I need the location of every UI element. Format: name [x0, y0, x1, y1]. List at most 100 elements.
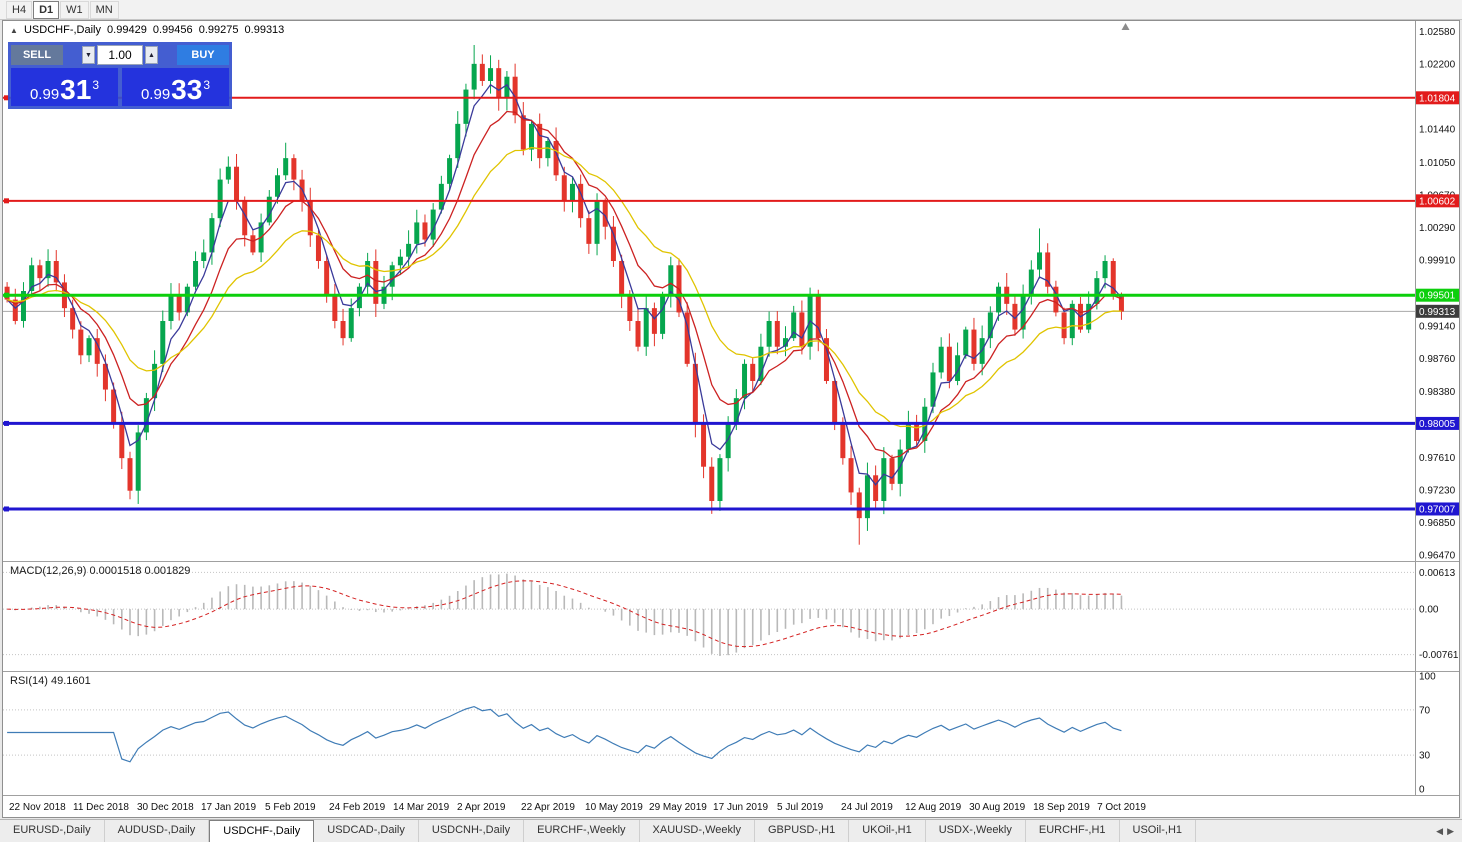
- price-level-label: 0.99501: [1419, 291, 1456, 302]
- date-label: 30 Dec 2018: [137, 802, 194, 813]
- moving-averages-layer: [6, 83, 1122, 486]
- price-chart-svg[interactable]: 1.025801.022001.014401.010501.006701.002…: [3, 21, 1459, 817]
- chart-window: 1.025801.022001.014401.010501.006701.002…: [2, 20, 1460, 818]
- chart-ohlc-header: ▲ USDCHF-,Daily 0.99429 0.99456 0.99275 …: [10, 24, 287, 36]
- pane-separators[interactable]: [3, 561, 1459, 796]
- svg-text:70: 70: [1419, 705, 1431, 716]
- chart-tab-audusd-daily[interactable]: AUDUSD-,Daily: [105, 820, 210, 842]
- price-levels-layer[interactable]: [3, 95, 1415, 512]
- timeframe-h4-button[interactable]: H4: [6, 0, 33, 19]
- sell-price-point: 3: [92, 78, 100, 92]
- svg-text:0.99910: 0.99910: [1419, 256, 1456, 267]
- chart-tab-usoil-h1[interactable]: USOil-,H1: [1120, 820, 1197, 842]
- svg-text:0.96470: 0.96470: [1419, 551, 1456, 562]
- volume-decrease-button[interactable]: ▼: [82, 46, 95, 64]
- chart-tab-ukoil-h1[interactable]: UKOil-,H1: [849, 820, 926, 842]
- date-label: 17 Jun 2019: [713, 802, 768, 813]
- chart-tabs-list: EURUSD-,Daily AUDUSD-,Daily USDCHF-,Daily U…: [0, 820, 1197, 842]
- svg-text:1.01440: 1.01440: [1419, 125, 1456, 136]
- svg-text:0: 0: [1419, 785, 1425, 796]
- svg-text:0.00613: 0.00613: [1419, 568, 1456, 579]
- price-scale[interactable]: 1.025801.022001.014401.010501.006701.002…: [1415, 21, 1459, 796]
- timeframe-toolbar: H4 D1 W1 MN: [0, 0, 1462, 20]
- chart-tab-eurchf-weekly[interactable]: EURCHF-,Weekly: [524, 820, 640, 842]
- price-level-label: 1.01804: [1419, 93, 1456, 104]
- macd-name: MACD(12,26,9): [10, 565, 87, 577]
- date-label: 18 Sep 2019: [1033, 802, 1090, 813]
- ohlc-close: 0.99313: [244, 24, 285, 36]
- date-label: 14 Mar 2019: [393, 802, 450, 813]
- date-label: 5 Jul 2019: [777, 802, 824, 813]
- date-label: 22 Apr 2019: [521, 802, 575, 813]
- chart-surface[interactable]: 1.025801.022001.014401.010501.006701.002…: [3, 21, 1459, 822]
- date-label: 30 Aug 2019: [969, 802, 1026, 813]
- macd-values: 0.0001518 0.001829: [89, 565, 191, 577]
- chart-symbol-title: USDCHF-,Daily: [23, 24, 101, 36]
- chart-tab-gbpusd-h1[interactable]: GBPUSD-,H1: [755, 820, 850, 842]
- timeframe-mn-button[interactable]: MN: [89, 0, 119, 19]
- date-label: 5 Feb 2019: [265, 802, 316, 813]
- chart-tab-usdchf-daily[interactable]: USDCHF-,Daily: [209, 820, 315, 842]
- chart-tab-xauusd-weekly[interactable]: XAUUSD-,Weekly: [640, 820, 755, 842]
- svg-text:1.01050: 1.01050: [1419, 158, 1456, 169]
- svg-text:0.98760: 0.98760: [1419, 354, 1456, 365]
- date-axis[interactable]: 22 Nov 2018 11 Dec 2018 30 Dec 2018 17 Jan …: [9, 802, 1146, 813]
- rsi-pane: 100 70 30 0: [3, 672, 1436, 796]
- ohlc-open: 0.99429: [107, 24, 147, 36]
- buy-button[interactable]: BUY: [177, 45, 229, 65]
- tab-scroll-left-icon[interactable]: ◀: [1436, 825, 1444, 836]
- candles-layer: [4, 45, 1124, 545]
- tab-scroll-arrows: ◀ ▶: [1428, 820, 1462, 842]
- volume-increase-button[interactable]: ▲: [145, 46, 158, 64]
- buy-price-point: 3: [203, 78, 211, 92]
- rsi-name: RSI(14): [10, 675, 48, 687]
- date-label: 10 May 2019: [585, 802, 643, 813]
- date-label: 22 Nov 2018: [9, 802, 66, 813]
- buy-price-base: 0.99: [140, 86, 171, 103]
- one-click-trading-panel: SELL ▼ ▲ BUY 0.99 31 3 0.99 33 3: [8, 42, 232, 109]
- svg-text:30: 30: [1419, 751, 1431, 762]
- svg-text:0.00: 0.00: [1419, 605, 1439, 616]
- tab-scroll-right-icon[interactable]: ▶: [1447, 825, 1454, 836]
- date-label: 12 Aug 2019: [905, 802, 962, 813]
- svg-text:0.98380: 0.98380: [1419, 387, 1456, 398]
- date-label: 24 Jul 2019: [841, 802, 893, 813]
- price-level-label: 0.97007: [1419, 504, 1456, 515]
- chart-tab-eurchf-h1[interactable]: EURCHF-,H1: [1026, 820, 1120, 842]
- date-label: 24 Feb 2019: [329, 802, 386, 813]
- timeframe-w1-button[interactable]: W1: [60, 0, 89, 19]
- price-level-label: 0.99313: [1419, 307, 1456, 318]
- buy-price-display[interactable]: 0.99 33 3: [122, 68, 229, 106]
- price-level-label: 1.00602: [1419, 196, 1456, 207]
- timeframe-d1-button[interactable]: D1: [33, 0, 60, 19]
- chart-tab-usdx-weekly[interactable]: USDX-,Weekly: [926, 820, 1026, 842]
- date-label: 2 Apr 2019: [457, 802, 506, 813]
- svg-text:0.96850: 0.96850: [1419, 518, 1456, 529]
- date-label: 29 May 2019: [649, 802, 707, 813]
- svg-text:100: 100: [1419, 672, 1436, 683]
- rsi-indicator-label: RSI(14) 49.1601: [10, 675, 91, 687]
- svg-text:-0.00761: -0.00761: [1419, 650, 1459, 661]
- chart-tab-usdcnh-daily[interactable]: USDCNH-,Daily: [419, 820, 525, 842]
- svg-text:0.97610: 0.97610: [1419, 453, 1456, 464]
- ohlc-low: 0.99275: [198, 24, 239, 36]
- date-label: 11 Dec 2018: [73, 802, 129, 813]
- date-label: 7 Oct 2019: [1097, 802, 1146, 813]
- sell-price-base: 0.99: [29, 86, 60, 103]
- sell-button[interactable]: SELL: [11, 45, 63, 65]
- macd-indicator-label: MACD(12,26,9) 0.0001518 0.001829: [10, 565, 190, 577]
- date-label: 17 Jan 2019: [201, 802, 256, 813]
- sell-price-display[interactable]: 0.99 31 3: [11, 68, 118, 106]
- buy-price-pips: 33: [171, 74, 203, 105]
- volume-input[interactable]: [97, 45, 143, 65]
- chart-tabs-bar: EURUSD-,Daily AUDUSD-,Daily USDCHF-,Daily U…: [0, 819, 1462, 842]
- chart-tab-eurusd-daily[interactable]: EURUSD-,Daily: [0, 820, 105, 842]
- symbol-marker-icon: ▲: [10, 26, 18, 35]
- price-level-label: 0.98005: [1419, 419, 1456, 430]
- svg-text:0.99140: 0.99140: [1419, 322, 1456, 333]
- chart-shift-marker-icon[interactable]: [1121, 23, 1130, 30]
- chart-tab-usdcad-daily[interactable]: USDCAD-,Daily: [314, 820, 419, 842]
- macd-pane: 0.00613 0.00 -0.00761: [3, 568, 1459, 661]
- svg-text:1.02580: 1.02580: [1419, 27, 1456, 38]
- svg-text:0.97230: 0.97230: [1419, 485, 1456, 496]
